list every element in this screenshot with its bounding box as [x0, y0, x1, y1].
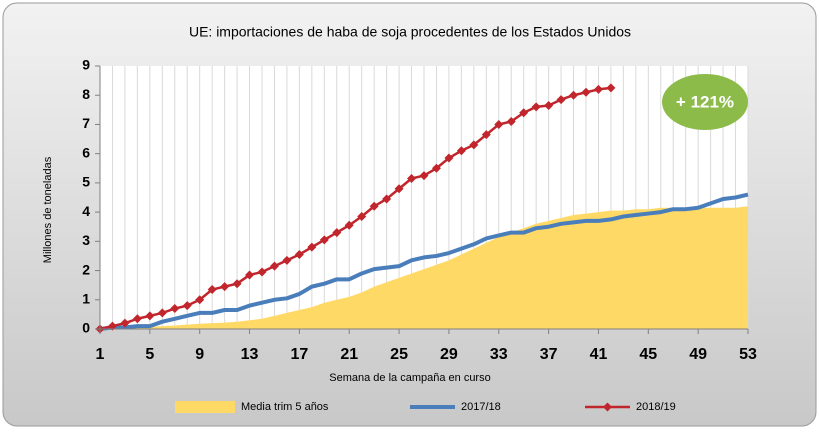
marker [593, 84, 603, 94]
x-tick-label: 17 [290, 346, 308, 363]
marker [269, 261, 279, 271]
legend-swatch [175, 401, 235, 413]
y-tick-label: 9 [82, 57, 90, 73]
marker [220, 282, 230, 292]
x-tick-label: 41 [590, 346, 608, 363]
annotation-badge [662, 74, 748, 130]
marker [132, 314, 142, 324]
legend-label: 2018/19 [636, 401, 676, 413]
y-tick-label: 5 [82, 174, 90, 190]
marker [556, 95, 566, 105]
y-tick-label: 0 [82, 320, 90, 336]
marker [332, 228, 342, 238]
x-tick-label: 33 [490, 346, 508, 363]
x-tick-label: 5 [145, 346, 154, 363]
marker [444, 153, 454, 163]
y-tick-label: 7 [82, 115, 90, 131]
y-tick-label: 6 [82, 144, 90, 160]
marker [120, 318, 130, 328]
legend-label: Media trim 5 años [241, 401, 329, 413]
marker [419, 171, 429, 181]
marker [531, 102, 541, 112]
marker [569, 90, 579, 100]
x-tick-label: 37 [540, 346, 558, 363]
x-tick-label: 21 [340, 346, 358, 363]
x-tick-label: 53 [739, 346, 757, 363]
line [99, 192, 749, 331]
marker [145, 311, 155, 321]
marker [107, 321, 117, 331]
marker [245, 270, 255, 280]
marks [95, 83, 749, 334]
marker [369, 201, 379, 211]
x-tick-label: 49 [689, 346, 707, 363]
x-tick-label: 29 [440, 346, 458, 363]
area [100, 206, 748, 329]
marker [207, 285, 217, 295]
marker [195, 295, 205, 305]
chart-title: UE: importaciones de haba de soja proced… [189, 24, 631, 40]
y-tick-label: 3 [82, 232, 90, 248]
legend: Media trim 5 años 2017/18 2018/19 [175, 401, 676, 413]
x-tick-label: 9 [195, 346, 204, 363]
marker [282, 255, 292, 265]
marker [431, 163, 441, 173]
legend-marker [603, 402, 612, 412]
marker [170, 304, 180, 314]
marker [606, 83, 616, 93]
x-axis-label: Semana de la campaña en curso [329, 372, 490, 384]
marker [157, 308, 167, 318]
marker [407, 174, 417, 184]
marker [481, 130, 491, 140]
x-tick-label: 25 [390, 346, 408, 363]
marker [469, 140, 479, 150]
legend-label: 2017/18 [461, 401, 501, 413]
marker [519, 108, 529, 118]
marker [257, 267, 267, 277]
marker [344, 220, 354, 230]
x-tick-label: 1 [96, 346, 105, 363]
y-tick-label: 1 [82, 290, 90, 306]
y-tick-label: 2 [82, 261, 90, 277]
marker [182, 301, 192, 311]
marker [456, 146, 466, 156]
marker [544, 100, 554, 110]
marker [307, 242, 317, 252]
marker [319, 235, 329, 245]
y-tick-label: 8 [82, 86, 90, 102]
marker [506, 117, 516, 127]
marker [581, 87, 591, 97]
y-tick-label: 4 [82, 203, 90, 219]
annotation: + 121% [676, 92, 734, 111]
y-axis-label: Millones de toneladas [42, 156, 54, 263]
marker [232, 279, 242, 289]
marker [357, 211, 367, 221]
marker [494, 119, 504, 129]
marker [382, 194, 392, 204]
x-tick-label: 13 [241, 346, 259, 363]
x-tick-label: 45 [639, 346, 657, 363]
marker [394, 184, 404, 194]
marker [294, 249, 304, 259]
